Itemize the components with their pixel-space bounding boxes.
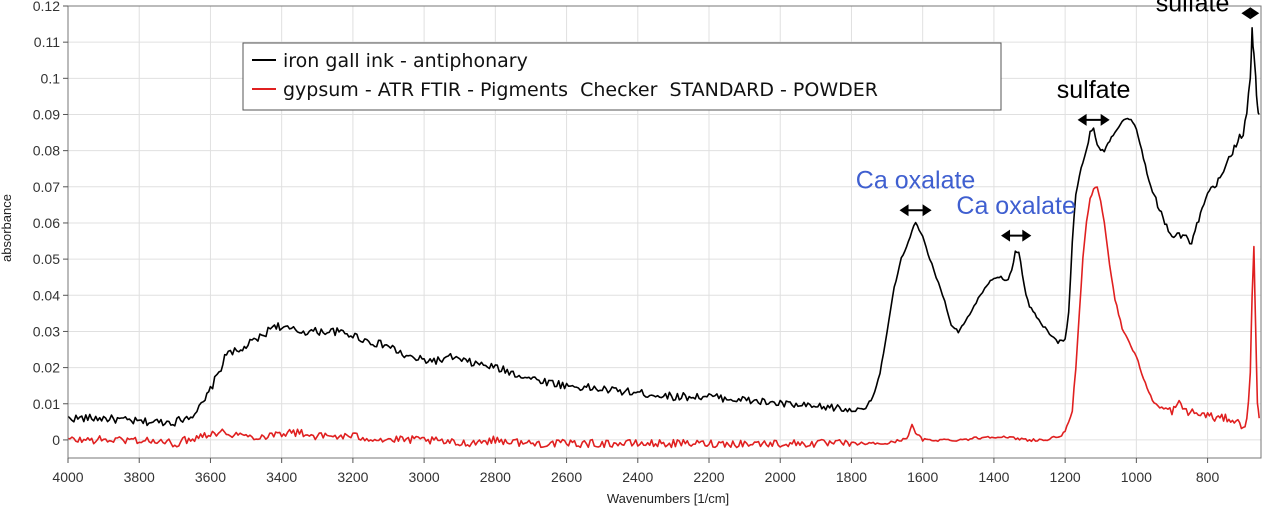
- x-axis-title: Wavenumbers [1/cm]: [607, 491, 729, 506]
- y-tick-label: 0.01: [33, 396, 60, 412]
- y-tick-label: 0.1: [41, 70, 61, 86]
- plot-frame: [67, 5, 1262, 459]
- y-tick-label: 0.04: [33, 287, 60, 303]
- annotation-arrow-head-right: [1100, 113, 1110, 126]
- annotation-label: Ca oxalate: [956, 192, 1076, 220]
- y-tick-label: 0.07: [33, 179, 60, 195]
- annotation-arrow-head-right: [1250, 7, 1260, 20]
- x-tick-label: 3400: [266, 469, 297, 485]
- x-tick-label: 1400: [978, 469, 1009, 485]
- x-tick-label: 1600: [907, 469, 938, 485]
- x-tick-label: 2000: [765, 469, 796, 485]
- annotation-label: sulfate: [1057, 76, 1131, 104]
- x-tick-label: 2200: [693, 469, 724, 485]
- y-tick-label: 0.03: [33, 323, 60, 339]
- x-tick-label: 3200: [337, 469, 368, 485]
- annotation-arrow-head-left: [1001, 229, 1011, 242]
- annotation-arrow-head-left: [1077, 113, 1087, 126]
- y-tick-label: 0: [52, 432, 60, 448]
- y-tick-label: 0.12: [33, 0, 60, 14]
- y-tick-label: 0.06: [33, 215, 60, 231]
- annotation-arrow-head-right: [1022, 229, 1032, 242]
- annotation-label: sulfate: [1156, 0, 1230, 17]
- y-axis-title: absorbance: [0, 194, 14, 262]
- x-tick-label: 3000: [409, 469, 440, 485]
- legend: iron gall ink - antiphonary gypsum - ATR…: [242, 42, 1002, 111]
- legend-label-iron-gall-ink: iron gall ink - antiphonary: [283, 50, 528, 72]
- y-tick-label: 0.08: [33, 143, 60, 159]
- legend-box: [242, 42, 1002, 111]
- annotation-arrow-head-left: [899, 204, 909, 217]
- x-tick-label: 1800: [836, 469, 867, 485]
- x-tick-label: 2600: [551, 469, 582, 485]
- x-tick-label: 1200: [1050, 469, 1081, 485]
- x-tick-label: 2800: [480, 469, 511, 485]
- y-tick-label: 0.05: [33, 251, 60, 267]
- y-tick-label: 0.11: [34, 34, 60, 50]
- annotation-arrow-head-right: [922, 204, 932, 217]
- axis-ticks: 4000 3800 3600 3400 3200 3000 2800 2600 2400 2200…: [33, 0, 1220, 485]
- series-lines: [67, 26, 1260, 449]
- x-tick-label: 3800: [124, 469, 155, 485]
- annotation-arrow-head-left: [1241, 7, 1251, 20]
- x-tick-label: 4000: [52, 469, 83, 485]
- annotation-label: Ca oxalate: [856, 167, 976, 195]
- x-tick-label: 2400: [622, 469, 653, 485]
- series-line-iron-gall-ink: [67, 26, 1260, 427]
- x-tick-label: 800: [1196, 469, 1220, 485]
- x-tick-label: 3600: [195, 469, 226, 485]
- y-tick-label: 0.02: [33, 360, 60, 376]
- y-tick-label: 0.09: [33, 106, 60, 122]
- legend-label-gypsum: gypsum - ATR FTIR - Pigments Checker STA…: [283, 79, 878, 101]
- x-tick-label: 1000: [1121, 469, 1152, 485]
- series-line-gypsum: [67, 186, 1260, 449]
